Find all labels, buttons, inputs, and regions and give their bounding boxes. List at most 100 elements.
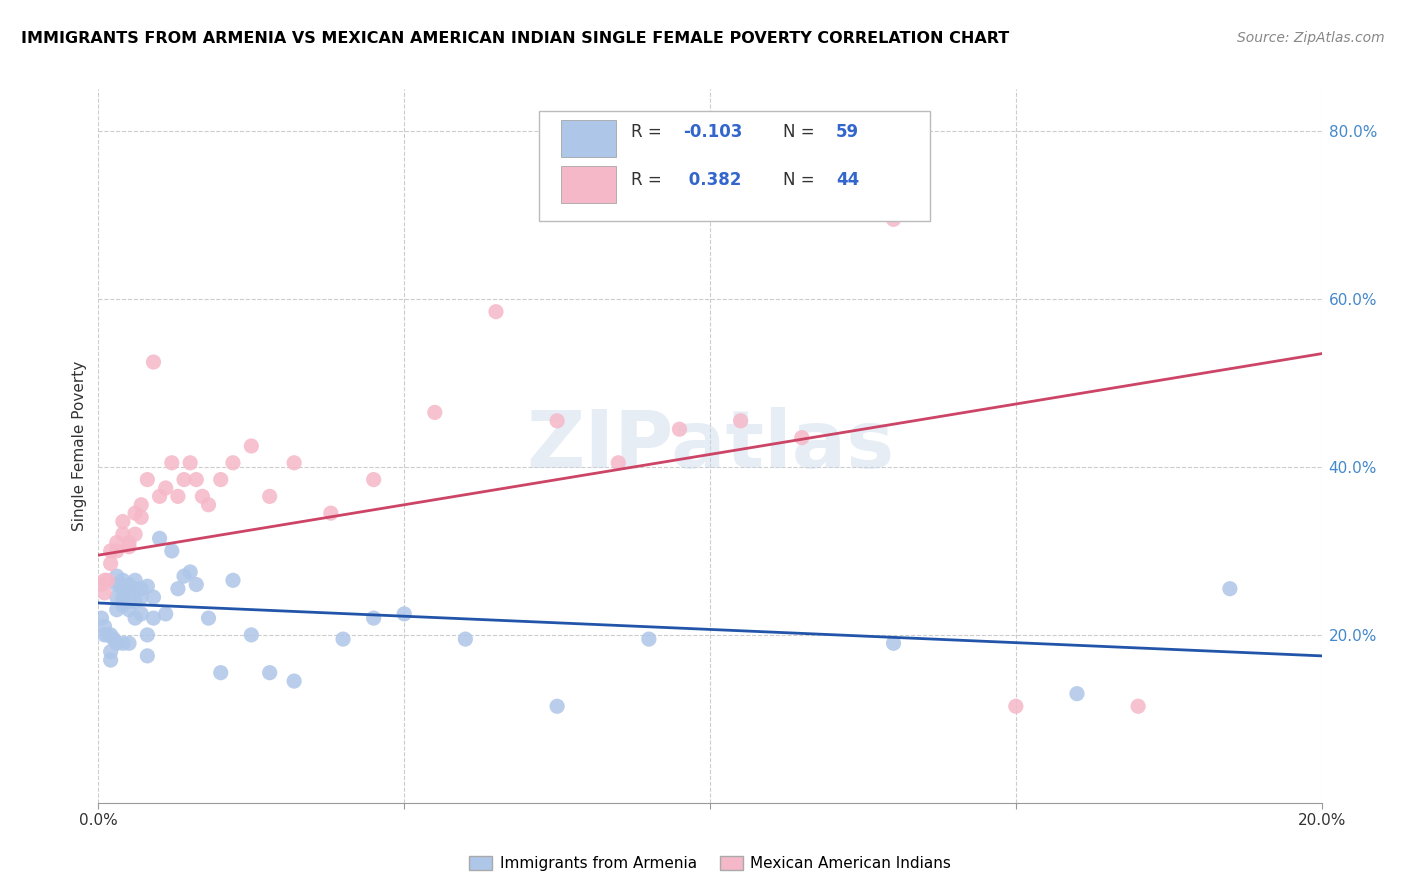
Point — [142, 355, 165, 369]
Point — [283, 456, 305, 470]
Point — [546, 699, 568, 714]
Point — [105, 590, 128, 604]
Legend: Immigrants from Armenia, Mexican American Indians: Immigrants from Armenia, Mexican America… — [463, 850, 957, 877]
Point — [124, 574, 146, 588]
Point — [129, 590, 152, 604]
Point — [93, 586, 115, 600]
Point — [124, 506, 146, 520]
Point — [111, 594, 134, 608]
Point — [90, 611, 112, 625]
Point — [108, 577, 131, 591]
Text: Source: ZipAtlas.com: Source: ZipAtlas.com — [1237, 31, 1385, 45]
Point — [883, 212, 905, 227]
Point — [142, 611, 165, 625]
Point — [124, 611, 146, 625]
Point — [209, 473, 232, 487]
Point — [129, 607, 152, 621]
Point — [197, 498, 219, 512]
Point — [191, 489, 214, 503]
Point — [93, 574, 115, 588]
Text: R =: R = — [630, 171, 666, 189]
Point — [259, 665, 281, 680]
Point — [1004, 699, 1026, 714]
Point — [222, 574, 245, 588]
Point — [103, 632, 125, 646]
Point — [454, 632, 477, 646]
Point — [167, 582, 190, 596]
Point — [90, 577, 112, 591]
Point — [259, 489, 281, 503]
Point — [118, 540, 141, 554]
Point — [93, 628, 115, 642]
Point — [607, 456, 630, 470]
Point — [136, 473, 159, 487]
Point — [100, 544, 122, 558]
Point — [179, 565, 201, 579]
Point — [363, 473, 385, 487]
Point — [118, 636, 141, 650]
Point — [197, 611, 219, 625]
Point — [105, 535, 128, 549]
Point — [790, 431, 813, 445]
Point — [240, 628, 263, 642]
Point — [392, 607, 416, 621]
Point — [186, 473, 208, 487]
Point — [1219, 582, 1241, 596]
Text: ZIPatlas: ZIPatlas — [526, 407, 894, 485]
Point — [105, 603, 128, 617]
Point — [111, 515, 134, 529]
Point — [105, 544, 128, 558]
Point — [363, 611, 385, 625]
Point — [546, 414, 568, 428]
Point — [1066, 687, 1088, 701]
Point — [222, 456, 245, 470]
Point — [118, 535, 141, 549]
Text: R =: R = — [630, 123, 666, 142]
Point — [423, 405, 446, 419]
Point — [186, 577, 208, 591]
Point — [136, 628, 159, 642]
Point — [173, 569, 195, 583]
Point — [173, 473, 195, 487]
Point — [111, 574, 134, 588]
Point — [129, 498, 152, 512]
Point — [668, 422, 690, 436]
Point — [111, 527, 134, 541]
Point — [160, 544, 183, 558]
Point — [136, 648, 159, 663]
FancyBboxPatch shape — [561, 120, 616, 157]
Point — [118, 594, 141, 608]
Point — [124, 594, 146, 608]
Point — [155, 607, 177, 621]
Text: 44: 44 — [837, 171, 859, 189]
Point — [332, 632, 354, 646]
Point — [111, 636, 134, 650]
Point — [111, 599, 134, 613]
Point — [124, 527, 146, 541]
Text: 59: 59 — [837, 123, 859, 142]
Point — [118, 603, 141, 617]
Text: N =: N = — [783, 171, 820, 189]
Y-axis label: Single Female Poverty: Single Female Poverty — [72, 361, 87, 531]
Point — [149, 532, 172, 546]
Point — [105, 636, 128, 650]
Point — [124, 582, 146, 596]
Point — [100, 557, 122, 571]
Text: -0.103: -0.103 — [683, 123, 742, 142]
Point — [111, 582, 134, 596]
Point — [105, 569, 128, 583]
Point — [209, 665, 232, 680]
Text: 0.382: 0.382 — [683, 171, 741, 189]
Point — [160, 456, 183, 470]
Point — [111, 590, 134, 604]
Point — [118, 577, 141, 591]
Point — [100, 653, 122, 667]
Point — [97, 574, 120, 588]
Point — [118, 582, 141, 596]
Point — [129, 582, 152, 596]
Point — [100, 628, 122, 642]
Text: N =: N = — [783, 123, 820, 142]
Point — [730, 414, 752, 428]
Point — [485, 304, 508, 318]
Point — [179, 456, 201, 470]
